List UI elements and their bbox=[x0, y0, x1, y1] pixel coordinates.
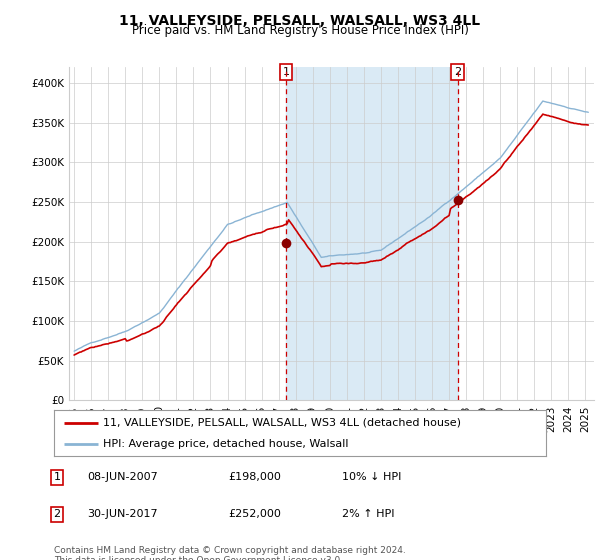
Text: 1: 1 bbox=[53, 472, 61, 482]
Text: 11, VALLEYSIDE, PELSALL, WALSALL, WS3 4LL (detached house): 11, VALLEYSIDE, PELSALL, WALSALL, WS3 4L… bbox=[103, 418, 461, 428]
Text: HPI: Average price, detached house, Walsall: HPI: Average price, detached house, Wals… bbox=[103, 439, 349, 449]
Text: 1: 1 bbox=[283, 67, 290, 77]
Text: Price paid vs. HM Land Registry's House Price Index (HPI): Price paid vs. HM Land Registry's House … bbox=[131, 24, 469, 37]
Text: £198,000: £198,000 bbox=[228, 472, 281, 482]
Text: 08-JUN-2007: 08-JUN-2007 bbox=[87, 472, 158, 482]
Text: 2% ↑ HPI: 2% ↑ HPI bbox=[342, 509, 395, 519]
Text: Contains HM Land Registry data © Crown copyright and database right 2024.
This d: Contains HM Land Registry data © Crown c… bbox=[54, 546, 406, 560]
Text: 30-JUN-2017: 30-JUN-2017 bbox=[87, 509, 158, 519]
Bar bbox=[286, 67, 458, 400]
Text: 2: 2 bbox=[53, 509, 61, 519]
Text: 10% ↓ HPI: 10% ↓ HPI bbox=[342, 472, 401, 482]
Text: 11, VALLEYSIDE, PELSALL, WALSALL, WS3 4LL: 11, VALLEYSIDE, PELSALL, WALSALL, WS3 4L… bbox=[119, 14, 481, 28]
Text: £252,000: £252,000 bbox=[228, 509, 281, 519]
Text: 2: 2 bbox=[454, 67, 461, 77]
